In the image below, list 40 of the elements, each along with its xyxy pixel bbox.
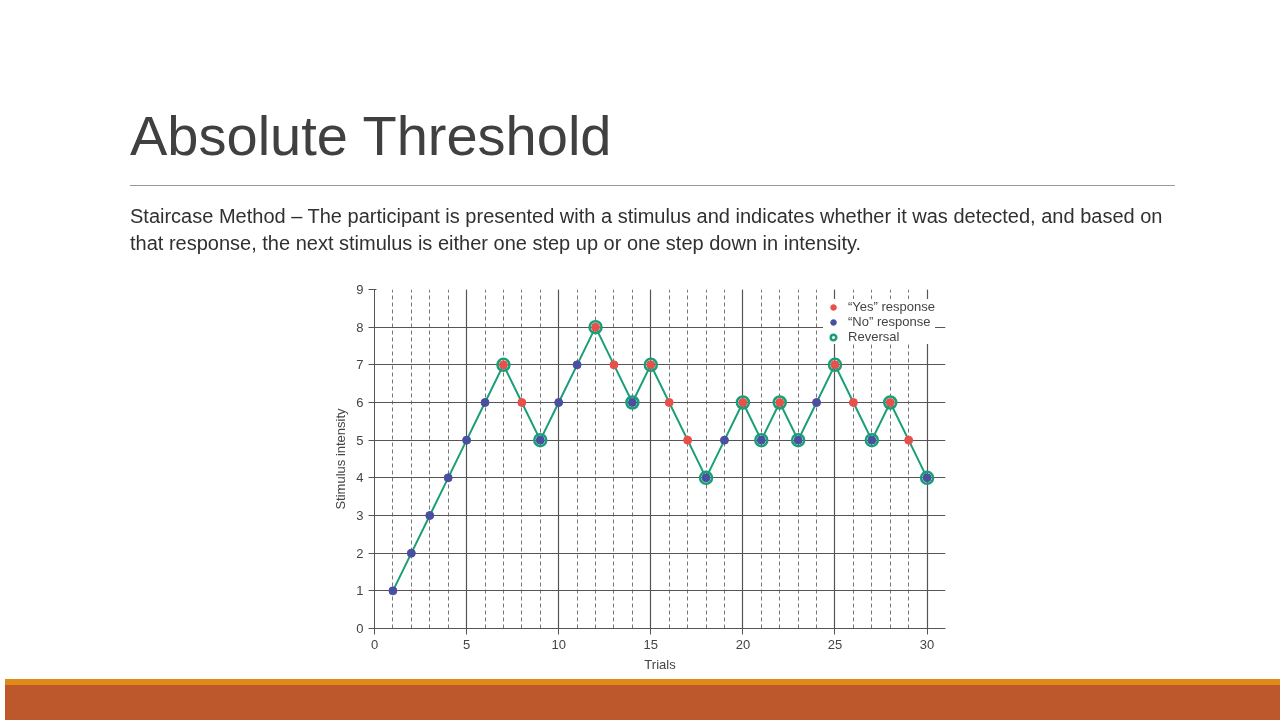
- point: [719, 435, 729, 445]
- y-tick-label: 9: [356, 282, 364, 297]
- point: [517, 398, 527, 407]
- y-tick-label: 6: [356, 395, 364, 410]
- chart-title: Absolute Threshold: [130, 103, 612, 169]
- y-tick-label: 0: [356, 621, 364, 636]
- y-tick-label: 3: [356, 508, 364, 523]
- y-tick-label: 1: [356, 583, 364, 599]
- point: [812, 398, 822, 407]
- point: [554, 398, 564, 407]
- point: [609, 360, 619, 370]
- point: [683, 435, 693, 445]
- point: [443, 473, 453, 483]
- x-tick-label: 10: [551, 636, 566, 652]
- legend-label: Reversal: [848, 329, 900, 344]
- point: [425, 511, 435, 520]
- x-tick-label: 0: [370, 636, 379, 652]
- x-tick-label: 30: [919, 636, 935, 652]
- x-tick-label: 15: [643, 636, 659, 652]
- point: [664, 398, 674, 407]
- point: [406, 548, 416, 558]
- legend-label: “No” response: [848, 314, 931, 329]
- x-tick-label: 5: [462, 636, 471, 652]
- point: [480, 398, 490, 407]
- y-tick-label: 7: [356, 357, 364, 373]
- point: [388, 586, 398, 596]
- point: [462, 435, 472, 445]
- point: [572, 360, 582, 370]
- point: [848, 398, 858, 407]
- y-tick-label: 5: [356, 432, 364, 448]
- y-tick-label: 2: [356, 545, 364, 561]
- x-axis-title: Trials: [644, 656, 677, 672]
- point: [904, 435, 914, 445]
- chart-subtitle: Staircase Method – The participant is presented with a stimulus and indicates whether it was detected, and based on that response, the next stimulus is either one step up or one step down in intensity.: [130, 204, 1164, 256]
- legend-label: “Yes” response: [848, 299, 935, 314]
- x-tick-label: 20: [735, 636, 751, 652]
- y-axis-title: Stimulus intensity: [333, 407, 349, 510]
- y-tick-label: 8: [356, 319, 364, 335]
- y-tick-label: 4: [356, 470, 364, 486]
- x-tick-label: 25: [827, 636, 843, 652]
